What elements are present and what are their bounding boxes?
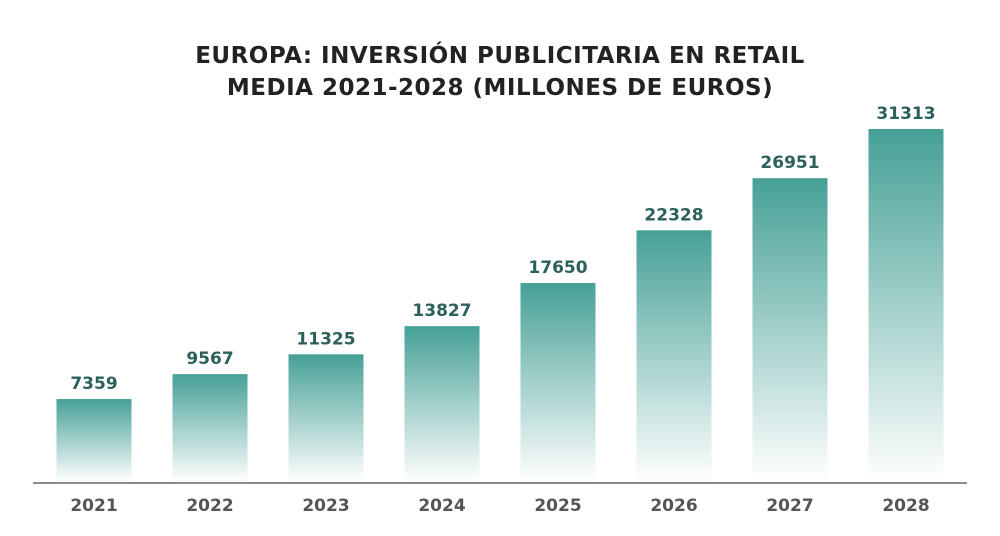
- x-tick-label: 2024: [418, 496, 465, 516]
- bar-2022: [172, 374, 248, 482]
- bar-2024: [404, 326, 480, 482]
- data-label-2025: 17650: [528, 258, 587, 278]
- bar-2025: [520, 283, 596, 482]
- data-label-2028: 31313: [876, 104, 935, 124]
- data-label-2026: 22328: [644, 205, 703, 225]
- x-tick-label: 2028: [882, 496, 929, 516]
- data-label-2024: 13827: [412, 301, 471, 321]
- chart-title-line-1: EUROPA: INVERSIÓN PUBLICITARIA EN RETAIL: [195, 41, 805, 69]
- data-label-2021: 7359: [70, 374, 117, 394]
- data-label-2022: 9567: [186, 349, 233, 369]
- bar-2021: [56, 399, 132, 482]
- data-label-2023: 11325: [296, 329, 355, 349]
- x-tick-label: 2026: [650, 496, 697, 516]
- x-tick-label: 2025: [534, 496, 581, 516]
- bar-2026: [636, 230, 712, 482]
- x-tick-label: 2022: [186, 496, 233, 516]
- bar-2028: [868, 129, 944, 482]
- x-tick-label: 2023: [302, 496, 349, 516]
- bar-2027: [752, 178, 828, 482]
- data-label-2027: 26951: [760, 153, 819, 173]
- x-tick-label: 2027: [766, 496, 813, 516]
- chart-title-line-2: MEDIA 2021-2028 (MILLONES DE EUROS): [227, 75, 773, 101]
- x-tick-label: 2021: [70, 496, 117, 516]
- bar-2023: [288, 354, 364, 482]
